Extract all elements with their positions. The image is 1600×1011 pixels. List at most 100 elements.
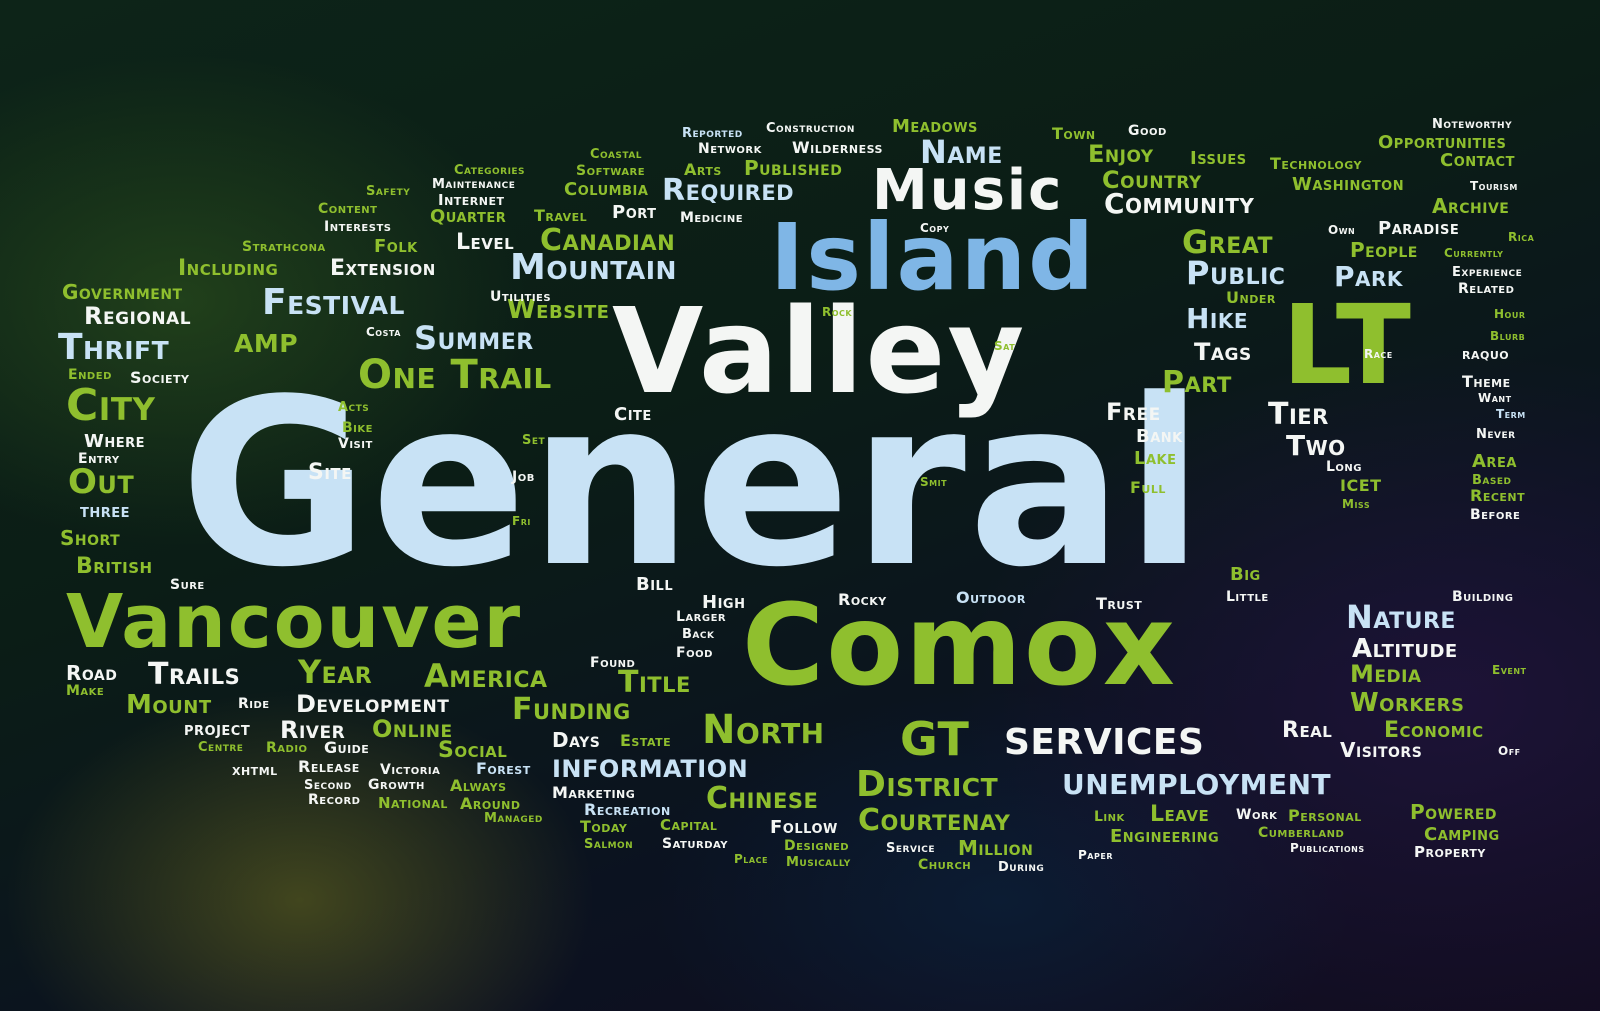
word-site: Site bbox=[308, 460, 352, 485]
word-copy: Copy bbox=[920, 221, 950, 235]
word-services: services bbox=[1004, 707, 1205, 767]
word-under: Under bbox=[1226, 288, 1276, 307]
word-want: Want bbox=[1478, 391, 1512, 405]
word-job: Job bbox=[512, 469, 535, 485]
word-based: Based bbox=[1472, 473, 1512, 488]
word-guide: Guide bbox=[324, 738, 370, 757]
word-free: Free bbox=[1106, 398, 1161, 426]
word-personal: Personal bbox=[1288, 806, 1362, 825]
word-smit: Smit bbox=[920, 475, 948, 489]
word-port: Port bbox=[612, 202, 657, 223]
word-around: Around bbox=[460, 794, 521, 813]
word-entry: Entry bbox=[78, 451, 120, 467]
word-software: Software bbox=[576, 163, 646, 179]
word-before: Before bbox=[1470, 507, 1521, 523]
word-national: National bbox=[378, 794, 448, 812]
word-categories: Categories bbox=[454, 163, 526, 178]
word-rocky: Rocky bbox=[838, 590, 887, 609]
word-back: Back bbox=[682, 627, 715, 642]
word-building: Building bbox=[1452, 589, 1514, 605]
word-utilities: Utilities bbox=[490, 289, 552, 305]
word-full: Full bbox=[1130, 478, 1166, 497]
word-hour: Hour bbox=[1494, 307, 1526, 321]
word-acts: Acts bbox=[338, 400, 370, 415]
word-media: Media bbox=[1350, 660, 1422, 688]
word-radio: Radio bbox=[266, 740, 308, 756]
word-mount: Mount bbox=[126, 690, 212, 720]
word-meadows: Meadows bbox=[892, 116, 978, 137]
word-event: Event bbox=[1492, 663, 1527, 677]
word-online: Online bbox=[372, 715, 453, 743]
word-chinese: Chinese bbox=[706, 781, 819, 816]
word-theme: Theme bbox=[1462, 372, 1511, 391]
word-today: Today bbox=[580, 817, 628, 836]
word-designed: Designed bbox=[784, 838, 850, 854]
word-technology: Technology bbox=[1270, 154, 1362, 173]
word-cite: Cite bbox=[614, 404, 652, 425]
word-larger: Larger bbox=[676, 609, 727, 625]
word-sat: Sat bbox=[994, 339, 1016, 353]
word-paper: Paper bbox=[1078, 848, 1113, 862]
word-great: Great bbox=[1182, 223, 1274, 261]
word-website: Website bbox=[507, 295, 610, 325]
word-set: Set bbox=[522, 433, 546, 448]
word-off: Off bbox=[1498, 744, 1521, 758]
word-society: Society bbox=[130, 368, 190, 387]
word-content: Content bbox=[318, 201, 378, 217]
word-outdoor: Outdoor bbox=[956, 588, 1026, 607]
word-publications: Publications bbox=[1290, 841, 1365, 855]
word-arts: Arts bbox=[684, 160, 722, 179]
word-good: Good bbox=[1128, 123, 1167, 139]
word-make: Make bbox=[66, 683, 105, 699]
word-name: Name bbox=[920, 133, 1003, 171]
word-visitors: Visitors bbox=[1340, 738, 1423, 762]
word-public: Public bbox=[1186, 254, 1286, 292]
word-funding: Funding bbox=[512, 692, 631, 727]
word-ride: Ride bbox=[238, 696, 270, 712]
word-required: Required bbox=[662, 173, 795, 208]
word-bike: Bike bbox=[342, 420, 373, 436]
word-little: Little bbox=[1226, 589, 1269, 605]
word-related: Related bbox=[1458, 281, 1515, 297]
word-gt: GT bbox=[900, 712, 970, 766]
word-including: Including bbox=[178, 256, 279, 281]
word-network: Network bbox=[698, 141, 762, 157]
word-government: Government bbox=[62, 280, 183, 304]
word-columbia: Columbia bbox=[564, 179, 649, 200]
word-visit: Visit bbox=[338, 436, 373, 452]
word-country: Country bbox=[1102, 166, 1202, 194]
word-food: Food bbox=[676, 645, 713, 661]
word-raquo: raquo bbox=[1462, 344, 1510, 363]
word-bill: Bill bbox=[636, 574, 674, 595]
word-unemployment: unemployment bbox=[1062, 758, 1332, 804]
word-wilderness: Wilderness bbox=[792, 138, 883, 157]
word-term: Term bbox=[1496, 407, 1526, 421]
word-follow: Follow bbox=[770, 817, 838, 838]
word-saturday: Saturday bbox=[662, 836, 729, 852]
word-icet: ICET bbox=[1340, 476, 1382, 495]
word-recent: Recent bbox=[1470, 486, 1526, 505]
word-information: information bbox=[552, 746, 749, 786]
word-thrift: Thrift bbox=[58, 327, 170, 368]
word-estate: Estate bbox=[620, 731, 672, 750]
word-tier: Tier bbox=[1268, 397, 1329, 432]
word-valley: Valley bbox=[612, 282, 1027, 420]
word-district: District bbox=[856, 764, 999, 805]
word-own: Own bbox=[1328, 223, 1356, 237]
word-tags: Tags bbox=[1194, 338, 1252, 366]
word-trails: Trails bbox=[148, 657, 241, 692]
word-music: Music bbox=[872, 158, 1064, 223]
word-salmon: Salmon bbox=[584, 837, 634, 852]
word-economic: Economic bbox=[1384, 718, 1484, 743]
word-fri: Fri bbox=[512, 514, 531, 528]
word-victoria: Victoria bbox=[380, 762, 441, 778]
word-road: Road bbox=[66, 661, 118, 685]
word-marketing: Marketing bbox=[552, 783, 636, 802]
word-big: Big bbox=[1230, 564, 1261, 585]
word-never: Never bbox=[1476, 427, 1516, 442]
word-america: America bbox=[424, 657, 548, 695]
word-leave: Leave bbox=[1150, 802, 1210, 827]
word-nature: Nature bbox=[1346, 598, 1456, 636]
word-out: Out bbox=[68, 462, 135, 502]
